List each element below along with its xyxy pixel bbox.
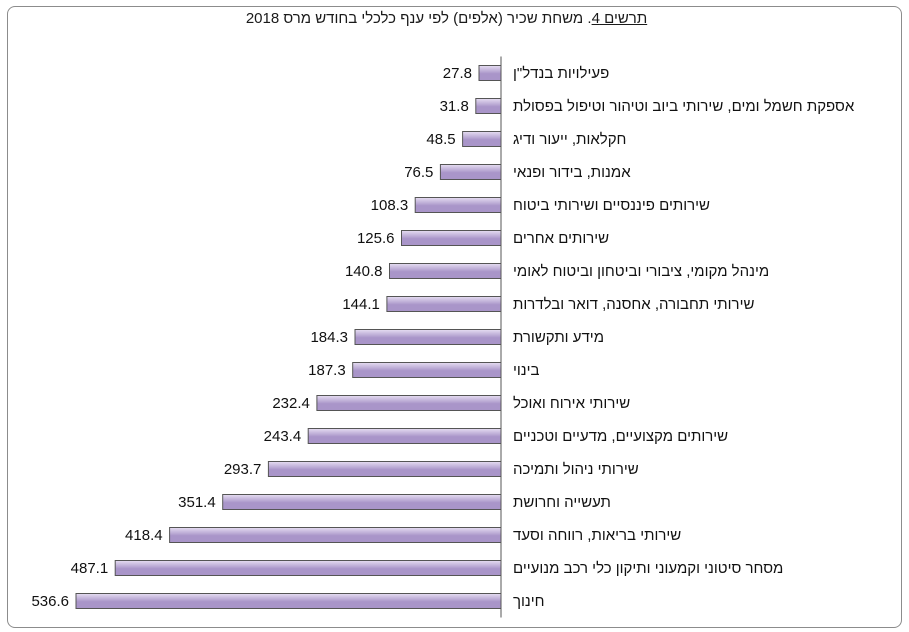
- bar: [439, 164, 502, 180]
- category-label: שירותים אחרים: [513, 230, 609, 247]
- category-label: שירותי אירוח ואוכל: [513, 395, 630, 412]
- category-label: אספקת חשמל ומים, שירותי ביוב וטיהור וטיפ…: [513, 98, 855, 115]
- bar-value-label: 536.6: [31, 593, 69, 610]
- category-label: שירותי בריאות, רווחה וסעד: [513, 527, 681, 544]
- bar: [267, 461, 502, 477]
- chart-title-text: . משחת שכיר (אלפים) לפי ענף כלכלי בחודש …: [245, 10, 592, 27]
- bar-value-label: 76.5: [404, 164, 433, 181]
- category-label: שירותי תחבורה, אחסנה, דואר ובלדרות: [513, 296, 754, 313]
- bar: [75, 593, 502, 609]
- category-label: חינוך: [513, 593, 545, 610]
- bar: [401, 230, 502, 246]
- bar: [114, 560, 502, 576]
- bar-value-label: 140.8: [345, 263, 383, 280]
- category-label: מסחר סיטוני וקמעוני ותיקון כלי רכב מנועי…: [513, 560, 783, 577]
- bar: [462, 131, 502, 147]
- bar: [169, 527, 502, 543]
- bar: [352, 362, 502, 378]
- bar-value-label: 27.8: [443, 65, 472, 82]
- bar-value-label: 243.4: [264, 428, 302, 445]
- bar-value-label: 232.4: [272, 395, 310, 412]
- chart-title: תרשים 4. משחת שכיר (אלפים) לפי ענף כלכלי…: [0, 10, 893, 27]
- chart-frame: [7, 6, 902, 628]
- bar-value-label: 125.6: [357, 230, 395, 247]
- bar: [478, 65, 502, 81]
- bar: [475, 98, 502, 114]
- bar-value-label: 351.4: [178, 494, 216, 511]
- bar: [222, 494, 502, 510]
- bar-value-label: 144.1: [342, 296, 380, 313]
- bar: [316, 395, 502, 411]
- bar-value-label: 187.3: [308, 362, 346, 379]
- bar-value-label: 31.8: [440, 98, 469, 115]
- category-label: שירותים מקצועיים, מדעיים וטכניים: [513, 428, 728, 445]
- bar-value-label: 108.3: [371, 197, 409, 214]
- category-label: מינהל מקומי, ציבורי וביטחון וביטוח לאומי: [513, 263, 769, 280]
- bar-value-label: 293.7: [224, 461, 262, 478]
- bar: [414, 197, 502, 213]
- category-label: פעילויות בנדל"ן: [513, 65, 609, 82]
- bar-value-label: 418.4: [125, 527, 163, 544]
- bar: [389, 263, 502, 279]
- bar: [386, 296, 502, 312]
- category-label: תעשייה וחרושת: [513, 494, 611, 511]
- bar-value-label: 487.1: [71, 560, 109, 577]
- bar: [307, 428, 502, 444]
- category-label: חקלאות, ייעור ודיג: [513, 131, 626, 148]
- category-label: מידע ותקשורת: [513, 329, 604, 346]
- category-label: אמנות, בידור ופנאי: [513, 164, 631, 181]
- category-label: שירותים פיננסיים ושירותי ביטוח: [513, 197, 710, 214]
- chart-title-label: תרשים 4: [591, 10, 648, 27]
- category-label: בינוי: [513, 362, 540, 379]
- category-label: שירותי ניהול ותמיכה: [513, 461, 639, 478]
- bar-value-label: 48.5: [426, 131, 455, 148]
- bar-value-label: 184.3: [310, 329, 348, 346]
- bar: [354, 329, 502, 345]
